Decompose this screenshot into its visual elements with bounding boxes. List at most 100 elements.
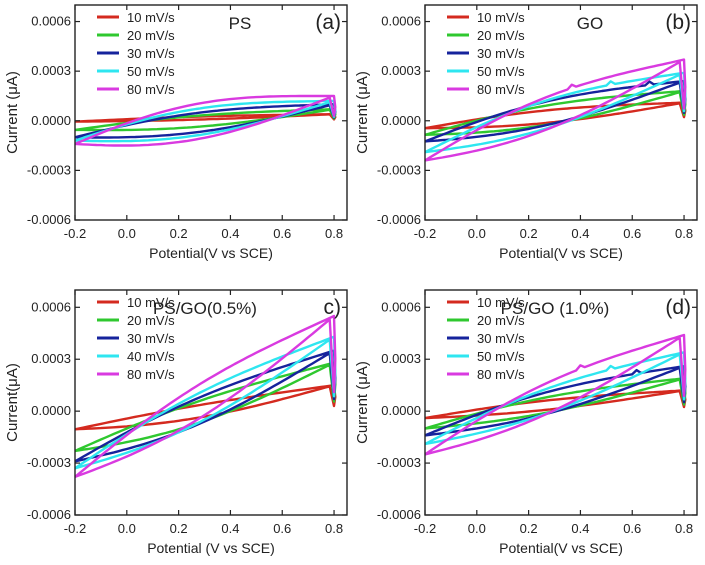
x-tick-label: 0.4 — [571, 521, 589, 536]
x-tick-label: 0.8 — [675, 521, 693, 536]
x-tick-label: 0.4 — [571, 226, 589, 241]
y-tick-label: 0.0006 — [31, 14, 71, 29]
legend-label-3: 50 mV/s — [127, 64, 175, 79]
panel-label: c) — [324, 296, 342, 319]
legend-label-1: 20 mV/s — [127, 313, 175, 328]
legend-label-2: 30 mV/s — [477, 331, 525, 346]
y-tick-label: 0.0003 — [381, 63, 421, 78]
x-axis-label: Potential(V vs SCE) — [499, 540, 623, 556]
panel-title: PS/GO (1.0%) — [501, 299, 610, 318]
legend-label-2: 30 mV/s — [477, 46, 525, 61]
x-axis-label: Potential(V vs SCE) — [499, 245, 623, 261]
x-axis-label: Potential(V vs SCE) — [149, 245, 273, 261]
chart-panel-0: -0.2 0.0 0.2 0.4 0.6 0.8 0.0006 0.0003 0.0000 -0.… — [4, 4, 348, 261]
x-tick-label: 0.0 — [468, 226, 486, 241]
plot-frame — [74, 4, 348, 221]
y-tick-label: 0.0006 — [31, 299, 71, 314]
x-tick-label: 0.2 — [170, 521, 188, 536]
series-line-4 — [74, 94, 337, 147]
legend-label-1: 20 mV/s — [127, 28, 175, 43]
legend-label-0: 10 mV/s — [477, 295, 525, 310]
legend-label-2: 30 mV/s — [127, 46, 175, 61]
plot-frame — [74, 289, 348, 516]
legend-label-3: 50 mV/s — [477, 64, 525, 79]
y-tick-label: -0.0003 — [377, 455, 421, 470]
x-tick-label: 0.0 — [468, 521, 486, 536]
x-tick-label: 0.6 — [273, 521, 291, 536]
panel-title: PS — [229, 14, 252, 33]
x-tick-label: 0.8 — [325, 521, 343, 536]
legend-label-2: 30 mV/s — [127, 331, 175, 346]
series-line-4 — [424, 58, 687, 162]
y-tick-label: -0.0006 — [377, 212, 421, 227]
series-line-4 — [74, 314, 337, 479]
x-tick-label: 0.4 — [221, 521, 239, 536]
y-tick-label: -0.0006 — [377, 507, 421, 522]
y-tick-label: -0.0006 — [27, 212, 71, 227]
panel-label: (b) — [665, 11, 691, 34]
legend-label-0: 10 mV/s — [127, 10, 175, 25]
y-axis-label: Current (μA) — [4, 71, 21, 154]
series-line-1 — [74, 361, 337, 453]
y-tick-label: -0.0006 — [27, 507, 71, 522]
x-tick-label: 0.6 — [623, 226, 641, 241]
legend-label-0: 10 mV/s — [127, 295, 175, 310]
legend-label-4: 80 mV/s — [127, 82, 175, 97]
panel-title: GO — [577, 14, 603, 33]
y-tick-label: -0.0003 — [27, 162, 71, 177]
panel-title: PS/GO(0.5%) — [153, 299, 257, 318]
series-line-0 — [74, 384, 337, 431]
legend-label-4: 80 mV/s — [477, 82, 525, 97]
y-tick-label: 0.0000 — [381, 113, 421, 128]
x-tick-label: 0.6 — [273, 226, 291, 241]
y-tick-label: 0.0006 — [381, 299, 421, 314]
series-group — [74, 314, 337, 479]
y-tick-label: 0.0000 — [31, 113, 71, 128]
y-tick-label: -0.0003 — [27, 455, 71, 470]
x-tick-label: -0.2 — [64, 226, 86, 241]
series-group — [424, 58, 687, 162]
y-tick-label: 0.0003 — [31, 351, 71, 366]
plot-frame — [424, 289, 698, 516]
y-tick-label: 0.0000 — [31, 403, 71, 418]
x-tick-label: -0.2 — [64, 521, 86, 536]
legend-label-0: 10 mV/s — [477, 10, 525, 25]
legend-label-3: 50 mV/s — [477, 349, 525, 364]
series-line-4 — [424, 333, 687, 456]
legend-label-3: 40 mV/s — [127, 349, 175, 364]
x-tick-label: -0.2 — [414, 521, 436, 536]
x-tick-label: 0.6 — [623, 521, 641, 536]
x-tick-label: 0.2 — [520, 226, 538, 241]
x-tick-label: -0.2 — [414, 226, 436, 241]
y-axis-label: Current (μA) — [354, 71, 371, 154]
legend-label-4: 80 mV/s — [127, 367, 175, 382]
y-tick-label: -0.0003 — [377, 162, 421, 177]
chart-panel-3: -0.2 0.0 0.2 0.4 0.6 0.8 0.0006 0.0003 0.0000 -0.… — [354, 289, 698, 556]
x-tick-label: 0.8 — [675, 226, 693, 241]
y-tick-label: 0.0000 — [381, 403, 421, 418]
x-tick-label: 0.2 — [170, 226, 188, 241]
y-tick-label: 0.0006 — [381, 14, 421, 29]
series-group — [74, 94, 337, 147]
legend-label-1: 20 mV/s — [477, 28, 525, 43]
x-tick-label: 0.2 — [520, 521, 538, 536]
x-tick-label: 0.4 — [221, 226, 239, 241]
y-axis-label: Current(μA) — [4, 363, 21, 442]
x-tick-label: 0.8 — [325, 226, 343, 241]
y-tick-label: 0.0003 — [381, 351, 421, 366]
chart-panel-2: -0.2 0.0 0.2 0.4 0.6 0.8 0.0006 0.0003 0.0000 -0.… — [4, 289, 348, 556]
legend: 10 mV/s 20 mV/s 30 mV/s 50 mV/s 80 mV/s — [447, 295, 525, 382]
x-tick-label: 0.0 — [118, 226, 136, 241]
y-axis-label: Current (μA) — [354, 361, 371, 444]
legend-label-4: 80 mV/s — [477, 367, 525, 382]
x-tick-label: 0.0 — [118, 521, 136, 536]
panel-label: (a) — [315, 11, 341, 34]
legend-label-1: 20 mV/s — [477, 313, 525, 328]
legend: 10 mV/s 20 mV/s 30 mV/s 50 mV/s 80 mV/s — [447, 10, 525, 97]
y-tick-label: 0.0003 — [31, 63, 71, 78]
series-group — [424, 333, 687, 456]
panel-label: (d) — [665, 296, 691, 319]
legend: 10 mV/s 20 mV/s 30 mV/s 50 mV/s 80 mV/s — [97, 10, 175, 97]
legend: 10 mV/s 20 mV/s 30 mV/s 40 mV/s 80 mV/s — [97, 295, 175, 382]
plot-frame — [424, 4, 698, 221]
